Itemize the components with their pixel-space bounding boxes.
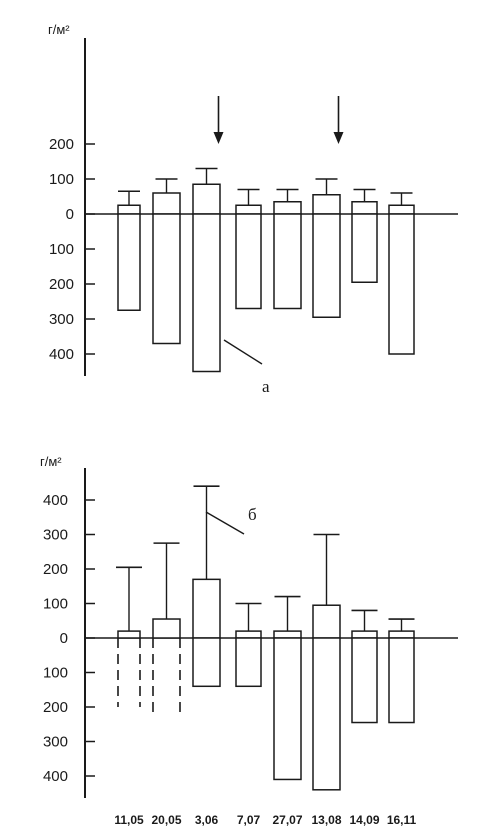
x-tick-label: 14,09 (349, 813, 379, 827)
negative-bar (312, 637, 341, 791)
y-tick-label: 100 (43, 596, 68, 613)
chart-b: г/м² 400 300 200 100 0 100 200 300 400 11,05 20,05 3… (40, 454, 458, 827)
y-tick-label: 400 (43, 768, 68, 785)
negative-bar (152, 213, 181, 345)
y-tick-label: 0 (60, 630, 68, 647)
y-tick-label: 200 (49, 136, 74, 153)
positive-bar (117, 630, 141, 639)
y-tick-label: 100 (49, 171, 74, 188)
positive-bar (351, 630, 378, 639)
negative-bar (235, 213, 262, 310)
positive-bar (117, 204, 141, 215)
positive-bar (192, 578, 221, 639)
negative-bar (388, 213, 415, 355)
positive-bar (388, 204, 415, 215)
x-tick-label: 13,08 (311, 813, 341, 827)
x-tick-label: 16,11 (387, 813, 417, 827)
negative-bar (312, 213, 341, 318)
negative-bar (351, 213, 378, 283)
x-tick-label: 7,07 (237, 813, 261, 827)
positive-bar (235, 630, 262, 639)
arrow-marker-head (333, 132, 344, 144)
y-tick-label: 200 (43, 699, 68, 716)
y-tick-label: 200 (43, 561, 68, 578)
negative-bar (273, 637, 302, 781)
x-tick-label: 27,07 (272, 813, 302, 827)
negative-bar (351, 637, 378, 724)
y-tick-label: 200 (49, 276, 74, 293)
y-tick-label: 0 (66, 206, 74, 223)
chart-letter-label: б (248, 505, 257, 524)
x-tick-label: 20,05 (151, 813, 181, 827)
y-tick-label: 300 (49, 311, 74, 328)
y-unit-label: г/м² (40, 454, 62, 469)
y-tick-label: 300 (43, 527, 68, 544)
positive-bar (312, 194, 341, 215)
positive-bar (152, 192, 181, 215)
chart-a: г/м² 200 100 0 100 200 300 400 а (48, 22, 458, 396)
negative-bar (235, 637, 262, 688)
positive-bar (351, 201, 378, 215)
positive-bar (192, 183, 221, 215)
y-tick-label: 100 (43, 665, 68, 682)
positive-bar (152, 618, 181, 639)
chart-letter-label: а (262, 377, 270, 396)
y-tick-label: 100 (49, 241, 74, 258)
letter-pointer-line (205, 511, 245, 535)
negative-bar (273, 213, 302, 310)
x-tick-label: 3,06 (195, 813, 219, 827)
x-tick-label: 11,05 (114, 813, 144, 827)
y-tick-label: 300 (43, 734, 68, 751)
positive-bar (235, 204, 262, 215)
negative-bar (117, 213, 141, 311)
positive-bar (273, 630, 302, 639)
negative-bar (192, 637, 221, 688)
positive-bar (388, 630, 415, 639)
arrow-marker-head (213, 132, 224, 144)
y-tick-label: 400 (43, 492, 68, 509)
y-unit-label: г/м² (48, 22, 70, 37)
positive-bar (312, 604, 341, 639)
y-tick-label: 400 (49, 346, 74, 363)
letter-pointer-line (223, 339, 263, 365)
positive-bar (273, 201, 302, 215)
negative-bar (192, 213, 221, 373)
negative-bar (388, 637, 415, 724)
